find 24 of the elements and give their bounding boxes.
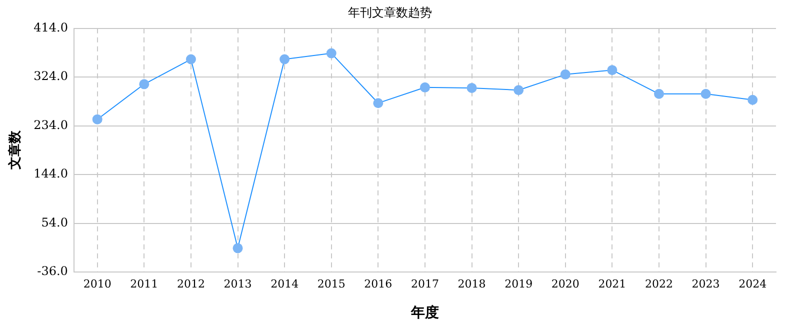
x-tick-label: 2013 xyxy=(224,277,252,290)
y-tick-label: 414.0 xyxy=(34,20,68,35)
x-tick-label: 2020 xyxy=(551,277,580,290)
chart-title: 年刊文章数趋势 xyxy=(348,5,432,20)
y-tick-label: -36.0 xyxy=(37,264,68,278)
x-tick-label: 2023 xyxy=(692,277,720,290)
x-tick-label: 2024 xyxy=(738,277,767,290)
x-axis-title: 年度 xyxy=(410,304,439,322)
x-tick-label: 2019 xyxy=(504,277,533,290)
x-tick-label: 2010 xyxy=(83,277,112,290)
y-tick-label: 324.0 xyxy=(34,69,68,84)
x-tick-label: 2016 xyxy=(364,277,392,290)
x-tick-label: 2021 xyxy=(598,277,626,290)
x-tick-label: 2014 xyxy=(270,277,299,290)
x-tick-label: 2022 xyxy=(644,277,673,290)
x-tick-label: 2012 xyxy=(176,277,205,290)
x-tick-label: 2015 xyxy=(317,277,346,290)
x-tick-label: 2017 xyxy=(410,277,439,290)
y-tick-label: 54.0 xyxy=(41,215,68,230)
x-tick-label: 2011 xyxy=(130,277,158,290)
y-tick-label: 144.0 xyxy=(34,166,68,181)
y-tick-label: 234.0 xyxy=(34,118,68,132)
y-axis-title: 文章数 xyxy=(7,130,24,171)
x-tick-label: 2018 xyxy=(458,277,486,290)
